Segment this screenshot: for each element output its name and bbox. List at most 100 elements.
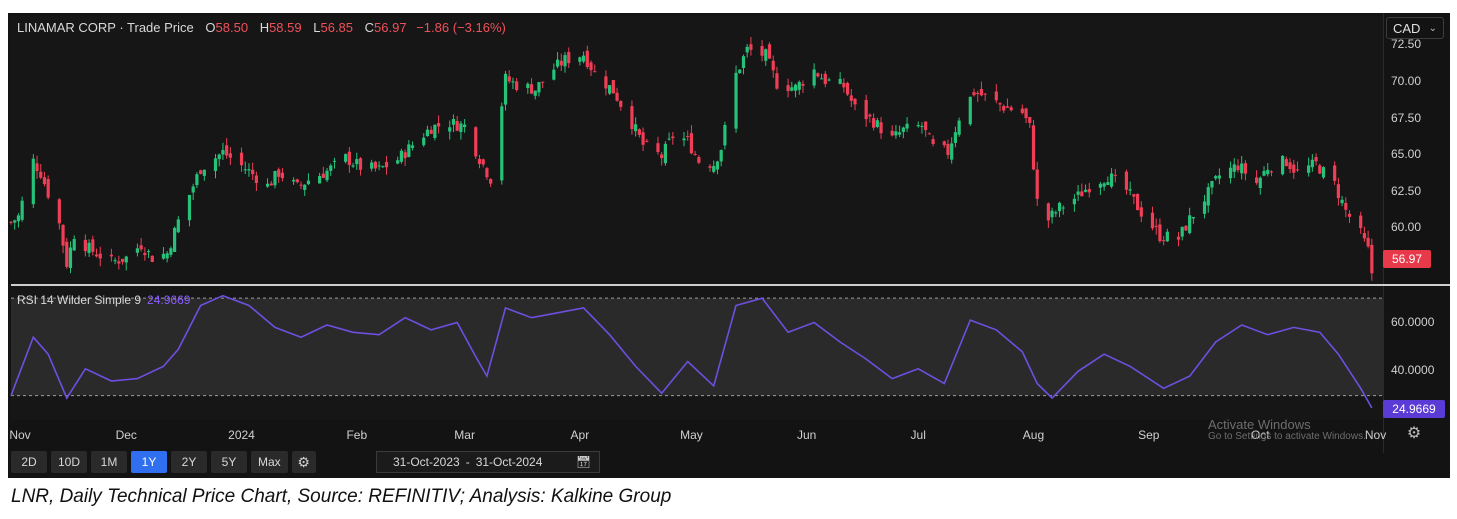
price-plot-area[interactable] bbox=[11, 16, 1383, 284]
candle-up bbox=[407, 144, 411, 157]
timeframe-button-max[interactable]: Max bbox=[251, 451, 288, 473]
candle-down bbox=[109, 254, 113, 257]
rsi-value: 24.9669 bbox=[147, 293, 191, 307]
candle-up bbox=[247, 169, 251, 171]
candle-up bbox=[351, 165, 355, 167]
candle-up bbox=[213, 158, 218, 172]
candle-up bbox=[370, 162, 374, 169]
candle-down bbox=[708, 166, 712, 168]
candle-up bbox=[303, 184, 307, 190]
candle-up bbox=[1262, 170, 1266, 176]
candle-up bbox=[113, 260, 117, 262]
candle-up bbox=[738, 69, 742, 74]
timeframe-settings-gear-icon[interactable]: ⚙ bbox=[291, 451, 316, 473]
date-range-picker[interactable]: 31-Oct-2023-31-Oct-2024 📅︎ bbox=[376, 451, 600, 473]
candle-down bbox=[1288, 162, 1292, 170]
candle-down bbox=[1336, 184, 1340, 199]
candle-up bbox=[306, 180, 311, 185]
candle-up bbox=[1281, 155, 1285, 175]
candle-down bbox=[507, 76, 511, 82]
candle-down bbox=[1333, 165, 1337, 181]
candle-down bbox=[693, 153, 697, 155]
candle-up bbox=[221, 150, 225, 155]
candle-up bbox=[634, 124, 638, 132]
candle-down bbox=[1243, 163, 1248, 174]
last-rsi-badge: 24.9669 bbox=[1383, 400, 1445, 418]
candle-down bbox=[998, 103, 1002, 105]
candle-down bbox=[1370, 244, 1374, 274]
timeframe-button-5y[interactable]: 5Y bbox=[211, 451, 248, 473]
candle-down bbox=[845, 83, 850, 95]
candle-up bbox=[920, 125, 924, 127]
candle-down bbox=[767, 44, 772, 59]
candle-down bbox=[946, 143, 950, 155]
calendar-icon[interactable]: 📅︎ bbox=[575, 455, 591, 469]
candle-down bbox=[120, 258, 125, 262]
candle-down bbox=[1002, 106, 1006, 111]
candle-up bbox=[898, 132, 902, 135]
candle-up bbox=[827, 79, 831, 81]
low-label: L bbox=[313, 20, 321, 35]
candle-down bbox=[1284, 159, 1288, 167]
axis-separator bbox=[1383, 13, 1384, 453]
high-value: 58.59 bbox=[269, 20, 302, 35]
candle-down bbox=[1176, 236, 1181, 240]
candle-up bbox=[953, 132, 958, 143]
pane-divider[interactable] bbox=[11, 284, 1450, 286]
timeframe-button-1m[interactable]: 1M bbox=[91, 451, 128, 473]
candle-up bbox=[291, 180, 296, 182]
candle-down bbox=[239, 152, 244, 166]
candle-up bbox=[425, 129, 430, 137]
candle-down bbox=[347, 151, 351, 166]
candle-up bbox=[243, 169, 247, 171]
candle-up bbox=[1128, 189, 1132, 191]
candle-down bbox=[358, 158, 363, 170]
candle-down bbox=[150, 255, 154, 263]
timeframe-button-2y[interactable]: 2Y bbox=[171, 451, 208, 473]
time-tick-label: Dec bbox=[115, 428, 137, 442]
candle-down bbox=[42, 177, 47, 185]
watermark-line-2: Go to Settings to activate Windows. bbox=[1208, 431, 1366, 442]
candle-down bbox=[786, 85, 790, 92]
candle-down bbox=[485, 168, 489, 178]
price-header: LINAMAR CORP · Trade Price O58.50 H58.59… bbox=[17, 20, 506, 35]
candle-down bbox=[979, 89, 984, 96]
time-tick-label: Oct bbox=[1250, 428, 1270, 442]
candle-up bbox=[745, 46, 749, 53]
timeframe-button-2d[interactable]: 2D bbox=[11, 451, 47, 473]
date-range-separator: - bbox=[465, 455, 470, 469]
candle-up bbox=[433, 124, 437, 138]
candle-down bbox=[619, 100, 623, 107]
candle-up bbox=[1340, 199, 1344, 204]
candle-up bbox=[146, 251, 151, 253]
candle-down bbox=[1295, 169, 1300, 171]
watermark-line-1: Activate Windows bbox=[1208, 417, 1311, 432]
candle-down bbox=[931, 139, 935, 144]
candle-down bbox=[593, 71, 597, 73]
candle-down bbox=[611, 80, 615, 94]
timeframe-button-1y[interactable]: 1Y bbox=[131, 451, 168, 473]
candle-down bbox=[872, 118, 876, 128]
timeframe-button-10d[interactable]: 10D bbox=[51, 451, 88, 473]
candle-up bbox=[31, 158, 35, 205]
rsi-band bbox=[11, 298, 1383, 396]
currency-select[interactable]: CAD ⌄ bbox=[1386, 17, 1444, 39]
candle-down bbox=[1139, 207, 1143, 217]
candle-down bbox=[1314, 157, 1318, 162]
candle-down bbox=[823, 73, 827, 85]
candle-up bbox=[812, 69, 816, 86]
candle-up bbox=[608, 85, 612, 94]
candle-up bbox=[344, 154, 348, 162]
time-tick-label: Apr bbox=[570, 428, 590, 442]
candle-up bbox=[1180, 226, 1184, 237]
candle-down bbox=[529, 84, 534, 94]
candle-down bbox=[771, 60, 775, 71]
candle-down bbox=[143, 252, 147, 256]
chart-settings-gear-icon[interactable]: ⚙ bbox=[1406, 425, 1422, 442]
candle-up bbox=[1214, 176, 1218, 179]
candle-down bbox=[199, 170, 203, 174]
candle-up bbox=[533, 90, 537, 96]
candle-down bbox=[760, 46, 764, 56]
candle-up bbox=[355, 159, 359, 165]
